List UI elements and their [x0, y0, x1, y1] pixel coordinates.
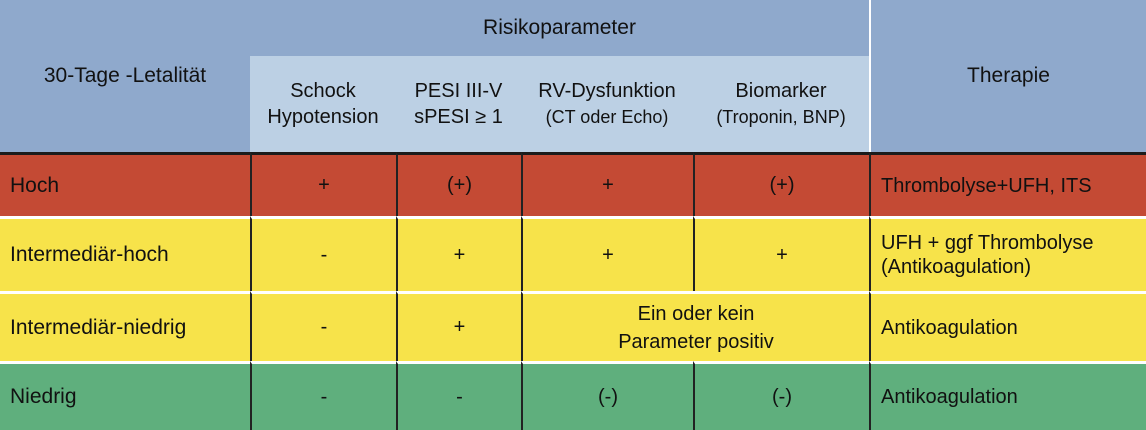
- header-therapy: Therapie: [869, 0, 1146, 152]
- row-int-low-merged: Ein oder kein Parameter positiv: [521, 291, 869, 361]
- row-int-high-biomarker: +: [693, 216, 869, 291]
- row-int-low-label: Intermediär-niedrig: [0, 291, 250, 361]
- risk-parameters-title: Risikoparameter: [483, 16, 636, 39]
- row-low-rv: (-): [521, 361, 693, 430]
- row-int-low-therapy: Antikoagulation: [869, 291, 1146, 361]
- param-biomarker-line1: Biomarker: [735, 80, 827, 102]
- row-low-shock: -: [250, 361, 396, 430]
- header-risk-parameters: Risikoparameter Schock Hypotension PESI …: [250, 0, 869, 152]
- row-int-low-therapy-line1: Antikoagulation: [881, 316, 1018, 339]
- header-mortality: 30-Tage -Letalität: [0, 0, 250, 152]
- param-biomarker-line2: (Troponin, BNP): [716, 107, 846, 127]
- row-int-low-merged-line1: Ein oder kein: [637, 302, 755, 325]
- param-shock-line1: Schock: [290, 80, 356, 102]
- param-pesi-line1: PESI III-V: [414, 80, 503, 102]
- row-high-therapy: Thrombolyse+UFH, ITS: [869, 152, 1146, 216]
- param-rv-line2: (CT oder Echo): [545, 107, 669, 127]
- row-low-biomarker: (-): [693, 361, 869, 430]
- param-pesi: PESI III-V sPESI ≥ 1: [396, 56, 521, 152]
- param-shock: Schock Hypotension: [250, 56, 396, 152]
- row-int-high-pesi: +: [396, 216, 521, 291]
- row-int-low-pesi: +: [396, 291, 521, 361]
- param-pesi-line2: sPESI ≥ 1: [414, 106, 503, 128]
- row-int-high-shock: -: [250, 216, 396, 291]
- parameter-header-row: Schock Hypotension PESI III-V sPESI ≥ 1 …: [250, 56, 869, 152]
- row-int-low-merged-line2: Parameter positiv: [618, 330, 774, 353]
- row-low-therapy-line1: Antikoagulation: [881, 386, 1018, 408]
- row-low-therapy: Antikoagulation: [869, 361, 1146, 430]
- row-low-pesi: -: [396, 361, 521, 430]
- row-low-label: Niedrig: [0, 361, 250, 430]
- row-int-high-therapy: UFH + ggf Thrombolyse (Antikoagulation): [869, 216, 1146, 291]
- row-int-low-shock: -: [250, 291, 396, 361]
- param-rv-line1: RV-Dysfunktion: [538, 80, 676, 102]
- row-int-high-rv: +: [521, 216, 693, 291]
- row-high-rv: +: [521, 152, 693, 216]
- param-shock-line2: Hypotension: [267, 106, 379, 128]
- param-biomarker: Biomarker (Troponin, BNP): [693, 56, 869, 152]
- row-high-biomarker: (+): [693, 152, 869, 216]
- row-high-therapy-line1: Thrombolyse+UFH, ITS: [881, 174, 1092, 197]
- row-int-high-label: Intermediär-hoch: [0, 216, 250, 291]
- param-rv: RV-Dysfunktion (CT oder Echo): [521, 56, 693, 152]
- row-int-high-therapy-line1: UFH + ggf Thrombolyse: [881, 232, 1094, 254]
- row-high-pesi: (+): [396, 152, 521, 216]
- row-high-label: Hoch: [0, 152, 250, 216]
- row-int-high-therapy-line2: (Antikoagulation): [881, 256, 1032, 278]
- row-high-shock: +: [250, 152, 396, 216]
